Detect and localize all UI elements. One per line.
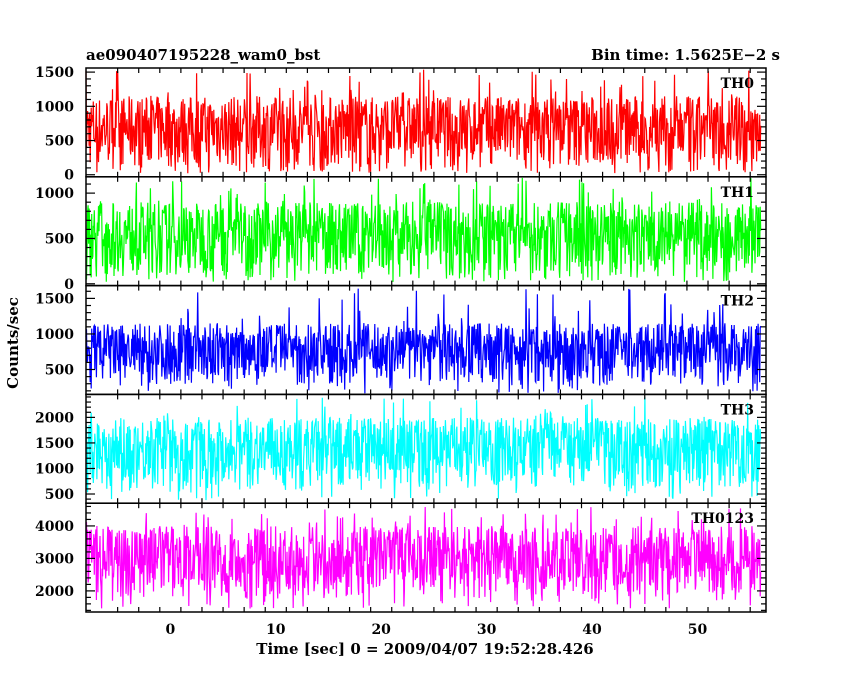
panel-th0123: 2000 3000 4000 TH0123 — [35, 502, 767, 613]
panel-th0: 0 500 1000 1500 TH0 — [35, 65, 767, 184]
chart-title: ae090407195228_wam0_bst — [86, 46, 320, 64]
y-tick-label: 500 — [45, 134, 74, 150]
panel-label: TH1 — [721, 185, 754, 201]
light-curve-th2 — [85, 288, 762, 394]
y-tick-label: 1000 — [35, 186, 74, 202]
x-tick-label: 50 — [688, 622, 708, 638]
y-tick-label: 3000 — [35, 551, 74, 567]
y-tick-label: 500 — [45, 363, 74, 379]
x-tick-label: 10 — [266, 622, 286, 638]
y-tick-label: 1000 — [35, 327, 74, 343]
light-curve-th0 — [85, 69, 762, 174]
y-tick-label: 1500 — [35, 291, 74, 307]
y-tick-label: 500 — [45, 487, 74, 503]
x-tick-label: 0 — [165, 622, 175, 638]
y-tick-label: 1000 — [35, 461, 74, 477]
y-tick-label: 4000 — [35, 519, 74, 535]
light-curve-th0123 — [85, 506, 762, 609]
panel-label: TH0 — [721, 76, 755, 92]
panel-th2: 500 1000 1500 TH2 — [35, 284, 767, 396]
y-tick-label: 1500 — [35, 436, 74, 452]
x-axis-label: Time [sec] 0 = 2009/04/07 19:52:28.426 — [256, 640, 593, 658]
y-tick-label: 1000 — [35, 99, 74, 115]
x-tick-label: 30 — [477, 622, 497, 638]
x-tick-label: 40 — [582, 622, 602, 638]
panel-th3: 500 1000 1500 2000 TH3 — [35, 393, 767, 504]
panel-th1: 0 500 1000 TH1 — [35, 176, 767, 293]
y-tick-label: 0 — [64, 277, 74, 293]
panel-label: TH0123 — [691, 511, 754, 527]
y-tick-label: 500 — [45, 231, 74, 247]
y-tick-label: 2000 — [35, 584, 74, 600]
panel-label: TH2 — [721, 294, 754, 310]
y-tick-label: 2000 — [35, 410, 74, 426]
light-curve-th3 — [85, 397, 762, 501]
bin-time-label: Bin time: 1.5625E−2 s — [591, 46, 780, 64]
x-tick-label: 20 — [371, 622, 391, 638]
panel-label: TH3 — [721, 402, 754, 418]
light-curve-th1 — [85, 177, 762, 282]
y-tick-label: 1500 — [35, 65, 74, 81]
panel-frame — [85, 502, 767, 613]
y-axis-label: Counts/sec — [4, 297, 22, 389]
y-tick-label: 0 — [64, 168, 74, 184]
